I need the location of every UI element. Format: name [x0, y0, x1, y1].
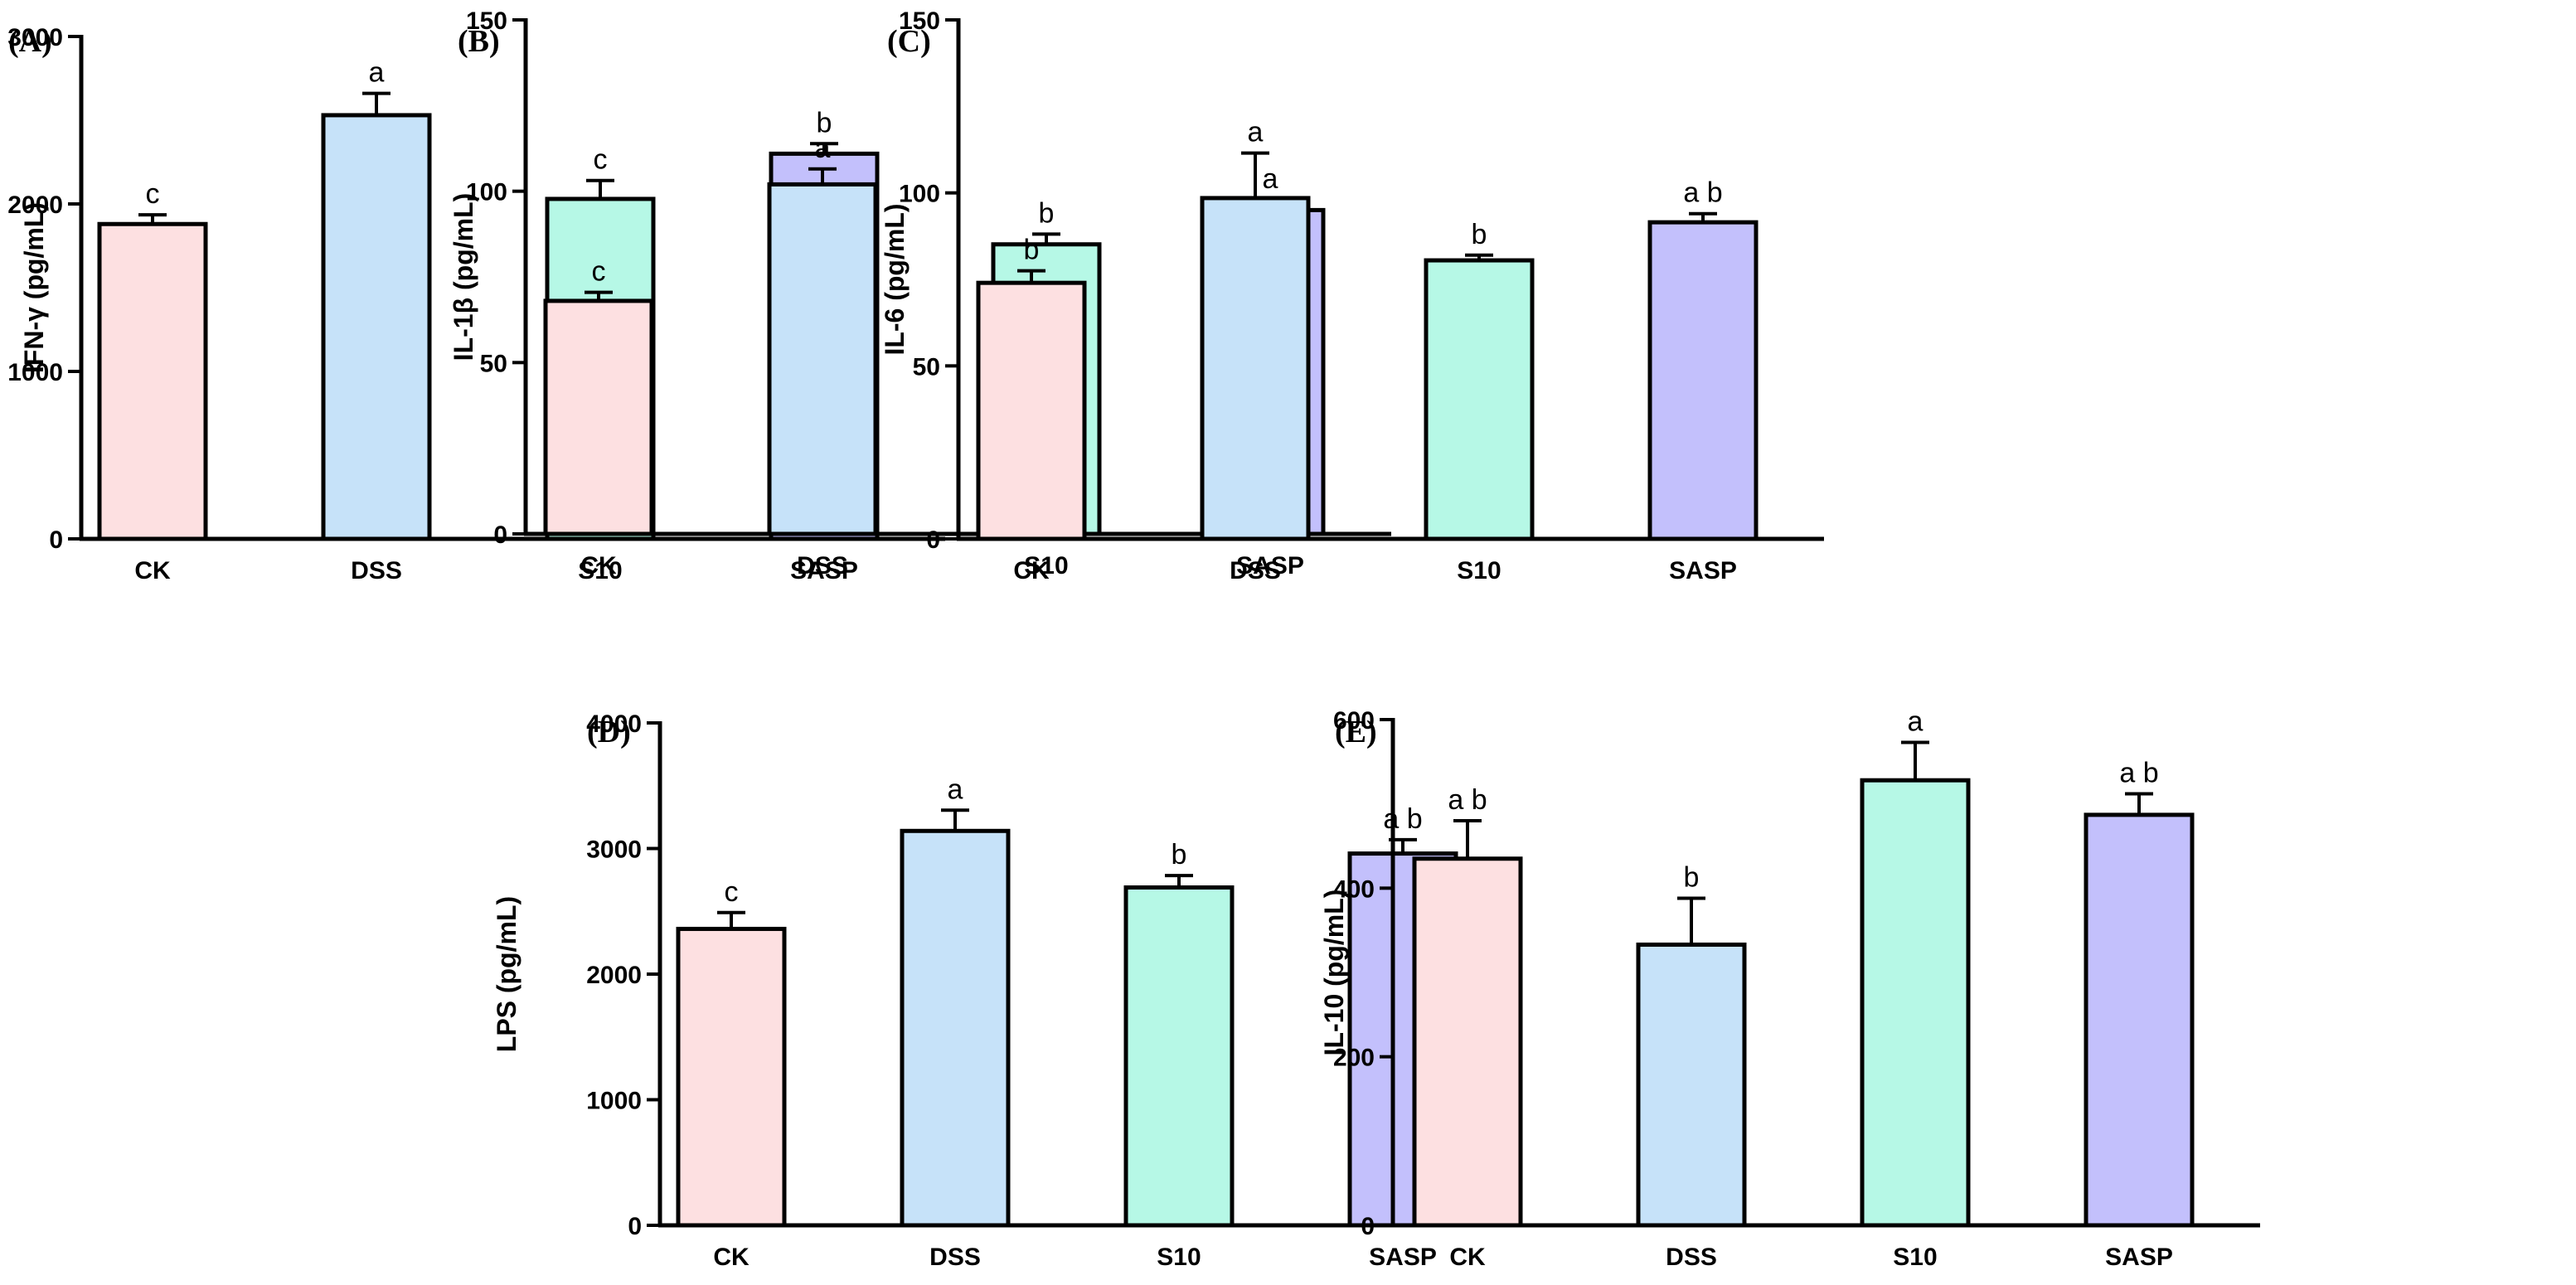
bar-dss	[321, 113, 432, 541]
category-label-s10: S10	[578, 557, 622, 584]
bar-ck	[543, 298, 654, 536]
y-tick-label: 2000	[586, 962, 642, 989]
significance-letter: c	[725, 876, 739, 908]
category-label-dss: DSS	[797, 552, 848, 579]
significance-letter: b	[1684, 862, 1700, 894]
y-tick-label: 1000	[7, 359, 63, 386]
y-tick-label: 600	[1333, 707, 1375, 735]
y-tick-label: 100	[466, 179, 507, 206]
category-label-dss: DSS	[1666, 1244, 1717, 1271]
panel-label: (C)	[887, 24, 931, 59]
category-label-sasp: SASP	[790, 557, 858, 584]
y-tick-label: 50	[913, 353, 940, 381]
y-axis-title: IL-6 (pg/mL)	[880, 203, 910, 355]
significance-letter: a	[369, 57, 385, 89]
y-tick-label: 2000	[7, 192, 63, 219]
y-tick-label: 0	[628, 1213, 642, 1240]
y-tick-label: 1000	[586, 1088, 642, 1115]
bar-sasp	[2084, 812, 2195, 1228]
bar-ck	[976, 280, 1087, 541]
significance-letter: b	[1039, 197, 1055, 229]
y-tick-label: 3000	[586, 836, 642, 864]
bar-sasp	[1647, 220, 1759, 541]
y-tick-label: 100	[899, 181, 940, 208]
category-label-s10: S10	[1157, 1244, 1201, 1271]
significance-letter: b	[1024, 235, 1040, 266]
bar-dss	[767, 182, 878, 536]
y-axis-title: LPS (pg/mL)	[492, 896, 522, 1052]
y-tick-label: 4000	[586, 710, 642, 738]
bar-ck	[1412, 856, 1523, 1228]
category-label-ck: CK	[713, 1244, 750, 1271]
significance-letter: a	[815, 133, 831, 164]
significance-letter: a b	[1683, 177, 1722, 209]
category-label-sasp: SASP	[1236, 552, 1304, 579]
bar-dss	[900, 828, 1011, 1228]
bar-s10	[1860, 778, 1971, 1228]
category-label-ck: CK	[134, 557, 171, 584]
panel-label: (B)	[458, 24, 500, 59]
significance-letter: b	[1172, 839, 1187, 870]
significance-letter: a	[1908, 706, 1924, 737]
significance-letter: a	[1263, 163, 1278, 195]
category-label-ck: CK	[580, 552, 617, 579]
y-axis-title: IFN-γ (pg/mL)	[19, 202, 49, 373]
category-label-sasp: SASP	[2105, 1244, 2173, 1271]
y-tick-label: 400	[1333, 875, 1375, 903]
category-label-s10: S10	[1457, 557, 1501, 584]
chart-panel-4: (D) LPS (pg/mL) c CK a DSS b S10 a b SASP 0 1000 200…	[492, 710, 1524, 1271]
chart-panel-5: (E) IL-10 (pg/mL) a b CK b DSS a S10 a b SASP 0 200…	[1319, 706, 2260, 1271]
significance-letter: c	[146, 178, 160, 210]
category-label-dss: DSS	[929, 1244, 981, 1271]
bar-ck	[676, 926, 787, 1228]
y-axis-title: IL-1β (pg/mL)	[449, 193, 478, 361]
y-tick-label: 0	[1361, 1213, 1375, 1240]
significance-letter: c	[592, 256, 606, 288]
bar-dss	[1200, 196, 1311, 541]
panel-label: (A)	[8, 24, 52, 59]
bar-s10	[1424, 258, 1535, 541]
significance-letter: a b	[2119, 757, 2158, 788]
category-label-ck: CK	[1449, 1244, 1486, 1271]
y-tick-label: 0	[49, 526, 63, 554]
bar-s10	[1123, 885, 1235, 1228]
category-label-sasp: SASP	[1669, 557, 1737, 584]
y-tick-label: 3000	[7, 24, 63, 51]
significance-letter: b	[817, 107, 832, 138]
y-tick-label: 0	[926, 526, 940, 554]
y-axis-title: IL-10 (pg/mL)	[1319, 890, 1349, 1056]
significance-letter: a	[948, 773, 963, 805]
y-tick-label: 0	[493, 521, 507, 549]
y-tick-label: 150	[466, 7, 507, 35]
y-tick-label: 200	[1333, 1045, 1375, 1072]
significance-letter: b	[1472, 219, 1487, 250]
panel-label: (D)	[587, 715, 631, 749]
panel-label: (E)	[1335, 715, 1377, 749]
category-label-dss: DSS	[1230, 557, 1281, 584]
category-label-ck: CK	[1013, 557, 1050, 584]
category-label-sasp: SASP	[1369, 1244, 1437, 1271]
y-tick-label: 150	[899, 7, 940, 35]
significance-letter: a b	[1383, 803, 1422, 835]
significance-letter: a b	[1448, 784, 1487, 816]
significance-letter: c	[594, 144, 608, 176]
chart-panel-3: (C) IL-6 (pg/mL) b CK a DSS b S10 a b SASP 0 50 100 1…	[880, 7, 1824, 584]
bar-dss	[1636, 942, 1747, 1228]
y-tick-label: 50	[480, 350, 507, 377]
significance-letter: a	[1248, 117, 1264, 148]
category-label-s10: S10	[1893, 1244, 1937, 1271]
category-label-dss: DSS	[351, 557, 402, 584]
bar-ck	[97, 221, 208, 541]
category-label-s10: S10	[1024, 552, 1068, 579]
